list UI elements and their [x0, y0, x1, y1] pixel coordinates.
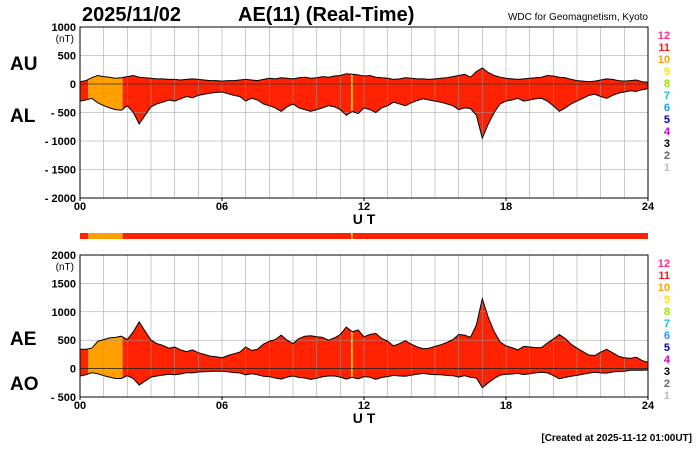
au-al-legend-9: 9: [664, 66, 670, 78]
au-al-legend-4: 4: [664, 126, 671, 138]
au-al-ytick-label: 1000: [52, 22, 76, 34]
au-al-ytick-label: 0: [70, 79, 76, 91]
ae-ao-legend-4: 4: [664, 354, 671, 366]
au-al-series-au: [79, 67, 649, 83]
data-source-label: WDC for Geomagnetism, Kyoto: [507, 12, 648, 23]
ae-ao-legend-12: 12: [658, 258, 670, 270]
ae-ao-unit-label: (nT): [56, 262, 74, 273]
au-al-panel: 1000 500 0 - 500 - 1000 - 1500 - 2000 (nT) 00 06 1…: [10, 22, 671, 227]
ae-ao-ytick-label: 2000: [52, 250, 76, 262]
ae-ao-xtick-label: 06: [216, 400, 228, 412]
ae-ao-legend-6: 6: [664, 330, 670, 342]
au-al-legend-5: 5: [664, 114, 670, 126]
ae-ao-legend-11: 11: [658, 270, 670, 282]
au-al-ytick-label: - 2000: [45, 193, 76, 205]
ae-ao-xtick-label: 12: [358, 400, 370, 412]
station-bar-segment-2: [122, 233, 351, 239]
au-al-fill-segment-3: [350, 68, 353, 139]
ae-ao-legend-2: 2: [664, 378, 670, 390]
au-al-legend-11: 11: [658, 42, 670, 54]
ae-ao-xtick-label: 24: [642, 400, 655, 412]
au-al-ytick-label: - 500: [51, 108, 76, 120]
ae-ao-ytick-label: 1500: [52, 278, 76, 290]
au-al-unit-label: (nT): [56, 34, 74, 45]
ae-ao-legend-10: 10: [658, 282, 670, 294]
au-al-legend-6: 6: [664, 102, 670, 114]
ae-ao-ytick-label: 500: [58, 335, 76, 347]
ae-ao-legend-7: 7: [664, 318, 670, 330]
au-al-series-al: [79, 88, 649, 140]
station-bar-segment-1: [88, 233, 123, 239]
au-al-legend-1: 1: [664, 162, 670, 174]
au-al-xaxis-label: U T: [353, 211, 376, 227]
ae-ao-fill-segment-3: [350, 298, 353, 388]
au-al-legend-8: 8: [664, 78, 670, 90]
created-timestamp: [Created at 2025-11-12 01:00UT]: [541, 433, 692, 444]
au-al-legend-10: 10: [658, 54, 670, 66]
station-bar-segment-3: [350, 233, 353, 239]
au-al-legend-12: 12: [658, 30, 670, 42]
au-al-xtick-label: 12: [358, 201, 370, 213]
ae-ao-legend-3: 3: [664, 366, 670, 378]
au-al-legend-3: 3: [664, 138, 670, 150]
ae-ao-ytick-label: 1000: [52, 307, 76, 319]
ae-ao-ytick-label: - 500: [51, 392, 76, 404]
au-al-left-label-lower: AL: [10, 106, 36, 127]
au-al-xtick-label: 00: [74, 201, 86, 213]
au-al-xtick-label: 24: [642, 201, 655, 213]
ae-ao-left-label-lower: AO: [10, 374, 39, 395]
ae-ao-series-ao: [79, 369, 649, 389]
au-al-ytick-label: - 1000: [45, 136, 76, 148]
au-al-xtick-label: 18: [500, 201, 512, 213]
ae-ao-legend-9: 9: [664, 294, 670, 306]
chart-date: 2025/11/02: [82, 4, 181, 26]
ae-ao-legend-1: 1: [664, 390, 670, 402]
station-count-bar: [80, 233, 648, 239]
ae-ao-legend-8: 8: [664, 306, 670, 318]
station-bar-segment-0: [80, 233, 89, 239]
ae-ao-ytick-label: 0: [70, 364, 76, 376]
ae-ao-xtick-label: 18: [500, 400, 512, 412]
ae-ao-xaxis-label: U T: [353, 410, 376, 426]
ae-ao-left-label-upper: AE: [10, 329, 36, 350]
au-al-legend-7: 7: [664, 90, 670, 102]
chart-title: AE(11) (Real-Time): [238, 4, 415, 26]
au-al-ytick-label: 500: [58, 51, 76, 63]
station-bar-segment-4: [352, 233, 648, 239]
au-al-ytick-label: - 1500: [45, 165, 76, 177]
ae-ao-series-ae: [80, 296, 649, 363]
ae-ao-xtick-label: 00: [74, 400, 86, 412]
au-al-xtick-label: 06: [216, 201, 228, 213]
au-al-left-label-upper: AU: [10, 54, 37, 75]
ae-ao-legend-5: 5: [664, 342, 670, 354]
au-al-legend-2: 2: [664, 150, 670, 162]
